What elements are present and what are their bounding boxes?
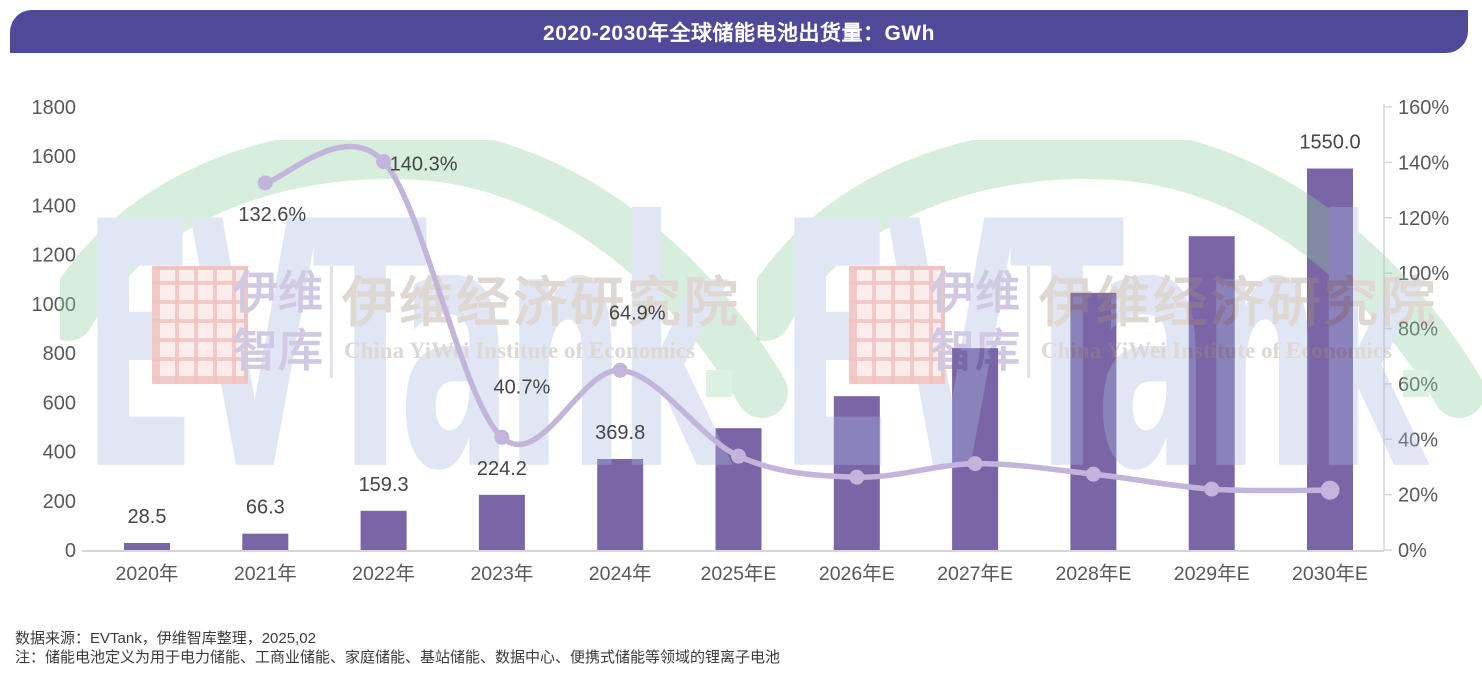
line-marker-2025年E bbox=[731, 449, 746, 464]
bar-label-2020年: 28.5 bbox=[128, 506, 167, 528]
growth-rate-line bbox=[265, 146, 1330, 490]
bar-label-2021年: 66.3 bbox=[246, 497, 285, 519]
data-source-line: 数据来源：EVTank，伊维智库整理，2025,02 bbox=[15, 629, 780, 648]
bar-label-2023年: 224.2 bbox=[477, 458, 527, 480]
line-marker-2023年 bbox=[494, 430, 509, 445]
chart-page: 2020-2030年全球储能电池出货量：GWh 0200400600800100… bbox=[0, 0, 1482, 673]
bar-label-2022年: 159.3 bbox=[359, 474, 409, 496]
line-label-2022年: 140.3% bbox=[390, 154, 458, 176]
line-label-2021年: 132.6% bbox=[238, 204, 306, 226]
line-marker-2029年E bbox=[1204, 482, 1219, 497]
line-marker-2026年E bbox=[849, 470, 864, 485]
chart-plot-overlay: 28.5 66.3 159.3 224.2 369.8 1550.0 132.6% 140.3… bbox=[0, 0, 1482, 673]
bar-label-2030年E: 1550.0 bbox=[1299, 132, 1360, 154]
line-marker-2030年E bbox=[1321, 481, 1340, 500]
line-marker-2024年 bbox=[613, 363, 628, 378]
footer-notes: 数据来源：EVTank，伊维智库整理，2025,02 注：储能电池定义为用于电力… bbox=[15, 629, 780, 667]
definition-note-line: 注：储能电池定义为用于电力储能、工商业储能、家庭储能、基站储能、数据中心、便携式… bbox=[15, 648, 780, 667]
line-marker-2027年E bbox=[968, 456, 983, 471]
line-label-2024年: 64.9% bbox=[609, 302, 666, 324]
bar-label-2024年: 369.8 bbox=[595, 422, 645, 444]
line-marker-2028年E bbox=[1086, 467, 1101, 482]
chart-title: 2020-2030年全球储能电池出货量：GWh bbox=[543, 17, 935, 47]
title-banner: 2020-2030年全球储能电池出货量：GWh bbox=[10, 10, 1468, 53]
line-marker-2021年 bbox=[258, 175, 273, 190]
line-label-2023年: 40.7% bbox=[494, 376, 551, 398]
